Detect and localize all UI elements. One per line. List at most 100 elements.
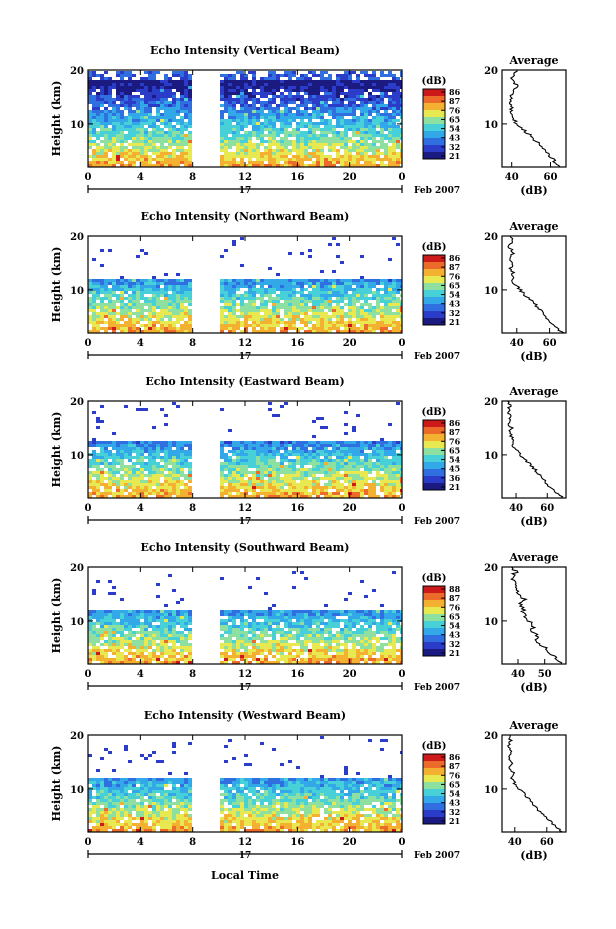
heatmap-cell — [124, 92, 128, 95]
heatmap-cell — [96, 330, 100, 333]
heatmap-cell — [236, 468, 240, 471]
heatmap-cell — [172, 309, 176, 312]
heatmap-cell — [232, 489, 236, 492]
heatmap-cell — [92, 453, 96, 456]
colorbar-step — [423, 291, 445, 294]
heatmap-cell — [228, 429, 232, 432]
heatmap-cell — [340, 92, 344, 95]
heatmap-cell — [244, 125, 248, 128]
heatmap-cell — [220, 116, 224, 119]
heatmap-cell — [248, 116, 252, 119]
heatmap-cell — [252, 86, 256, 89]
heatmap-cell — [144, 134, 148, 137]
heatmap-cell — [356, 86, 360, 89]
heatmap-cell — [252, 113, 256, 116]
heatmap-cell — [364, 155, 368, 158]
heatmap-cell — [288, 95, 292, 98]
heatmap-cell — [360, 164, 364, 167]
heatmap-cell — [256, 282, 260, 285]
heatmap-cell — [120, 312, 124, 315]
heatmap-cell — [188, 92, 192, 95]
heatmap-cell — [224, 131, 228, 134]
heatmap-cell — [172, 131, 176, 134]
heatmap-cell — [124, 471, 128, 474]
heatmap-cell — [244, 459, 248, 462]
heatmap-cell — [180, 86, 184, 89]
heatmap-cell — [368, 477, 372, 480]
heatmap-cell — [224, 155, 228, 158]
heatmap-cell — [88, 92, 92, 95]
heatmap-cell — [340, 462, 344, 465]
heatmap-cell — [376, 98, 380, 101]
heatmap-cell — [132, 447, 136, 450]
heatmap-cell — [364, 98, 368, 101]
heatmap-cell — [100, 658, 104, 661]
heatmap-cell — [272, 447, 276, 450]
heatmap-cell — [256, 450, 260, 453]
heatmap-cell — [140, 408, 144, 411]
heatmap-cell — [384, 104, 388, 107]
heatmap-cell — [352, 453, 356, 456]
heatmap-cell — [344, 474, 348, 477]
heatmap-cell — [124, 83, 128, 86]
heatmap-cell — [240, 134, 244, 137]
heatmap-cell — [92, 164, 96, 167]
heatmap-cell — [340, 74, 344, 77]
heatmap-cell — [140, 158, 144, 161]
heatmap-cell — [344, 480, 348, 483]
heatmap-cell — [184, 486, 188, 489]
heatmap-cell — [348, 92, 352, 95]
heatmap-cell — [392, 465, 396, 468]
colorbar-step — [423, 267, 445, 270]
heatmap-cell — [344, 146, 348, 149]
heatmap-cell — [356, 80, 360, 83]
heatmap-cell — [364, 291, 368, 294]
heatmap-cell — [168, 122, 172, 125]
heatmap-cell — [388, 474, 392, 477]
heatmap-cell — [184, 74, 188, 77]
heatmap-cell — [112, 592, 116, 595]
heatmap-cell — [236, 462, 240, 465]
heatmap-cell — [268, 471, 272, 474]
heatmap-cell — [308, 158, 312, 161]
heatmap-cell — [232, 77, 236, 80]
heatmap-cell — [96, 294, 100, 297]
heatmap-cell — [268, 131, 272, 134]
heatmap-cell — [328, 324, 332, 327]
heatmap-cell — [300, 462, 304, 465]
heatmap-cell — [360, 110, 364, 113]
heatmap-cell — [352, 140, 356, 143]
heatmap-cell — [284, 98, 288, 101]
heatmap-cell — [144, 140, 148, 143]
colorbar-step — [423, 295, 445, 298]
heatmap-cell — [100, 98, 104, 101]
heatmap-cell — [292, 297, 296, 300]
heatmap-cell — [368, 447, 372, 450]
heatmap-cell — [388, 453, 392, 456]
heatmap-cell — [288, 143, 292, 146]
heatmap-cell — [96, 125, 100, 128]
heatmap-cell — [384, 86, 388, 89]
heatmap-cell — [128, 294, 132, 297]
heatmap-cell — [176, 312, 180, 315]
heatmap-cell — [88, 321, 92, 324]
heatmap-cell — [296, 309, 300, 312]
heatmap-cell — [244, 474, 248, 477]
heatmap-cell — [392, 279, 396, 282]
heatmap-cell — [280, 164, 284, 167]
heatmap-cell — [252, 309, 256, 312]
heatmap-cell — [108, 137, 112, 140]
heatmap-cell — [296, 149, 300, 152]
heatmap-cell — [328, 86, 332, 89]
colorbar-step — [423, 456, 445, 459]
heatmap-cell — [268, 128, 272, 131]
heatmap-cell — [252, 483, 256, 486]
heatmap-cell — [104, 131, 108, 134]
colorbar-step — [423, 309, 445, 312]
heatmap-cell — [400, 83, 402, 86]
heatmap-cell — [400, 149, 402, 152]
heatmap-cell — [260, 128, 264, 131]
heatmap-cell — [336, 279, 340, 282]
heatmap-cell — [332, 453, 336, 456]
heatmap-cell — [276, 453, 280, 456]
